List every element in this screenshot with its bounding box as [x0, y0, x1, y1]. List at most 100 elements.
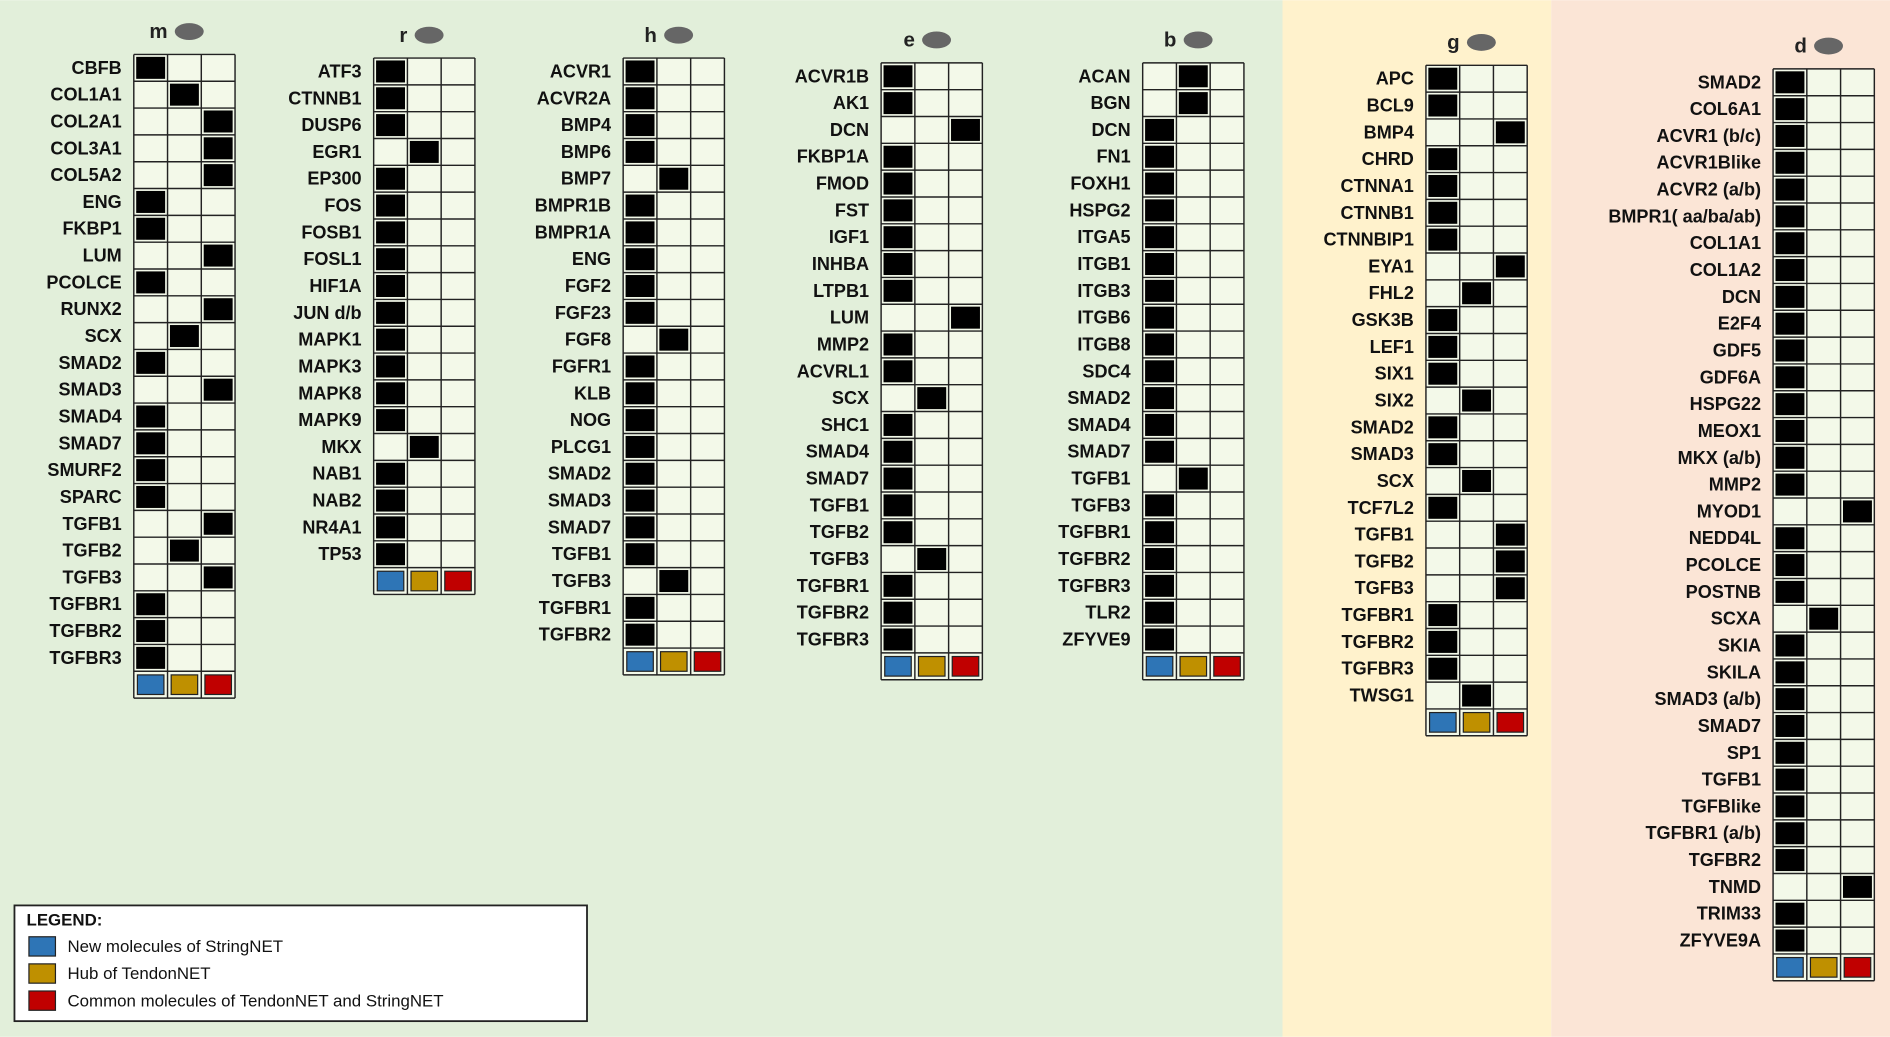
membership-cell: [136, 459, 166, 482]
gene-label: PCOLCE: [46, 272, 121, 292]
membership-cell: [376, 167, 405, 190]
gene-label: ACVR1 (b/c): [1657, 126, 1761, 146]
gene-label: LUM: [83, 246, 122, 266]
category-swatch: [884, 655, 912, 677]
gene-label: GDF6A: [1700, 367, 1761, 387]
gene-label: TGFB3: [1355, 578, 1414, 598]
category-swatch: [1213, 655, 1241, 677]
membership-cell: [1145, 306, 1175, 329]
membership-cell: [203, 566, 233, 589]
membership-cell: [625, 355, 655, 378]
gene-label: ITGB8: [1077, 334, 1130, 354]
species-label: r: [399, 24, 407, 47]
gene-label: APC: [1376, 69, 1414, 89]
gene-label: SDC4: [1082, 361, 1130, 381]
category-swatch: [1809, 956, 1838, 978]
membership-cell: [659, 167, 689, 190]
membership-cell: [1145, 574, 1175, 597]
gene-label: SIX2: [1375, 391, 1414, 411]
membership-cell: [883, 628, 913, 651]
membership-cell: [1495, 577, 1525, 600]
gene-label: FKBP1: [62, 219, 121, 239]
membership-cell: [1775, 393, 1805, 416]
gene-label: HIF1A: [309, 276, 361, 296]
membership-cell: [1775, 634, 1805, 657]
membership-cell: [1428, 148, 1458, 171]
gene-label: TGFB2: [62, 541, 121, 561]
category-swatch: [1462, 711, 1491, 733]
gene-label: SMAD4: [806, 442, 869, 462]
membership-cell: [1145, 145, 1175, 168]
gene-label: TGFBR3: [1058, 576, 1130, 596]
gene-label: CHRD: [1362, 149, 1414, 169]
membership-cell: [1809, 607, 1839, 630]
membership-cell: [1428, 496, 1458, 519]
membership-cell: [203, 137, 233, 160]
gene-label: TGFB2: [1355, 551, 1414, 571]
gene-label: SMAD4: [58, 406, 121, 426]
membership-cell: [1428, 416, 1458, 439]
gene-label: ZFYVE9A: [1680, 931, 1761, 951]
membership-cell: [1775, 178, 1805, 201]
gene-label: BMPR1( aa/ba/ab): [1608, 206, 1761, 226]
gene-label: TGFB1: [552, 544, 611, 564]
membership-cell: [169, 325, 199, 348]
gene-label: CTNNBIP1: [1323, 230, 1413, 250]
membership-cell: [1775, 151, 1805, 174]
category-swatch: [693, 651, 722, 672]
gene-label: TCF7L2: [1348, 498, 1414, 518]
category-swatch: [1179, 655, 1208, 677]
species-label: d: [1794, 35, 1807, 58]
gene-label: SMAD3: [548, 491, 611, 511]
membership-cell: [376, 221, 405, 244]
membership-cell: [1145, 628, 1175, 651]
membership-cell: [1428, 309, 1458, 332]
gene-label: SMAD7: [548, 517, 611, 537]
gene-label: EP300: [307, 169, 361, 189]
gene-label: ACVR2A: [537, 88, 611, 108]
membership-cell: [625, 87, 655, 110]
gene-label: ENG: [572, 249, 611, 269]
gene-label: CTNNB1: [288, 88, 361, 108]
membership-cell: [1775, 929, 1805, 952]
gene-label: ACVR2 (a/b): [1657, 180, 1761, 200]
membership-cell: [625, 382, 655, 405]
membership-cell: [883, 279, 913, 302]
membership-cell: [1775, 714, 1805, 737]
gene-label: ACAN: [1078, 66, 1130, 86]
membership-cell: [136, 56, 166, 79]
membership-cell: [917, 387, 947, 410]
gene-label: GSK3B: [1352, 310, 1414, 330]
legend-swatch: [28, 936, 57, 957]
category-swatch: [1145, 655, 1174, 677]
membership-cell: [203, 298, 233, 321]
gene-label: MAPK1: [298, 330, 361, 350]
gene-label: SMAD7: [58, 433, 121, 453]
membership-cell: [1428, 657, 1458, 680]
membership-cell: [625, 516, 655, 539]
membership-cell: [883, 172, 913, 195]
gene-label: SMAD3: [1351, 444, 1414, 464]
gene-label: POSTNB: [1686, 582, 1761, 602]
gene-label: TGFBR1: [1058, 522, 1130, 542]
membership-cell: [136, 405, 166, 428]
gene-label: SMAD2: [1698, 72, 1761, 92]
membership-cell: [376, 489, 405, 512]
gene-label: ACVRL1: [797, 361, 869, 381]
category-swatch: [444, 570, 472, 592]
gene-label: SMAD2: [548, 464, 611, 484]
legend-title: LEGEND:: [27, 911, 103, 930]
gene-label: FGF8: [565, 330, 611, 350]
gene-label: SMURF2: [47, 460, 121, 480]
membership-cell: [1145, 360, 1175, 383]
membership-cell: [376, 114, 405, 137]
membership-cell: [1145, 118, 1175, 141]
membership-cell: [625, 114, 655, 137]
membership-cell: [1428, 630, 1458, 653]
membership-cell: [1495, 550, 1525, 573]
gene-label: TGFB1: [1355, 525, 1414, 545]
gene-label: HSPG2: [1069, 200, 1130, 220]
gene-label: SMAD2: [1067, 388, 1130, 408]
membership-cell: [1775, 366, 1805, 389]
membership-cell: [625, 60, 655, 83]
